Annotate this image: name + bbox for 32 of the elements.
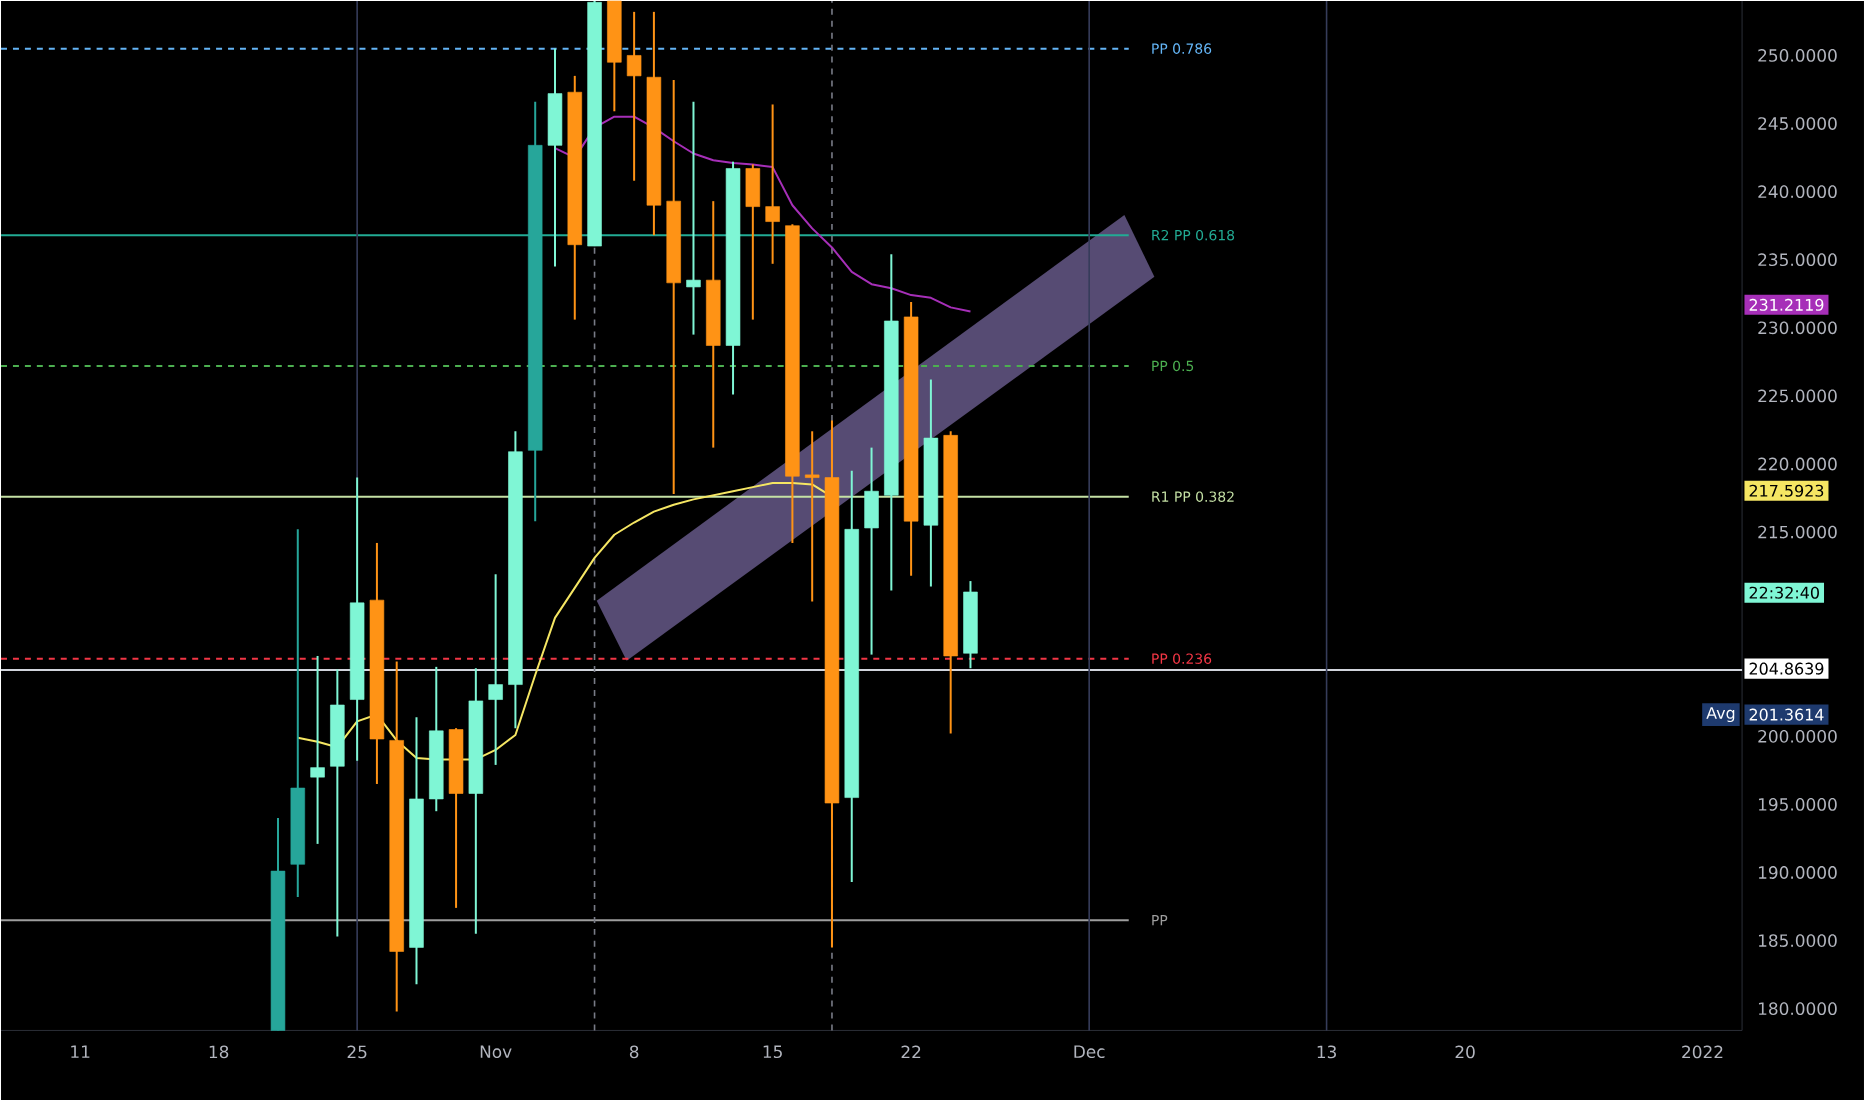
x-tick-label: 2022 (1682, 1045, 1723, 1059)
x-tick-label: 18 (209, 1045, 229, 1059)
x-tick-label: 25 (347, 1045, 367, 1059)
candlestick (686, 100, 701, 336)
candlestick (765, 103, 780, 265)
y-tick-label: 245.0000 (1758, 116, 1837, 130)
candlestick (488, 573, 503, 766)
candlestick (310, 654, 325, 845)
y-tick-label: 200.0000 (1758, 729, 1837, 743)
y-tick-label: 195.0000 (1758, 797, 1837, 811)
y-tick-label: 215.0000 (1758, 525, 1837, 539)
y-tick-label: 185.0000 (1758, 933, 1837, 947)
candlestick (745, 163, 761, 321)
x-tick-label: 15 (763, 1045, 782, 1058)
candlestick (626, 10, 642, 182)
y-tick-label: 240.0000 (1758, 185, 1837, 198)
y-tick-label: 250.0000 (1758, 48, 1837, 62)
x-tick-label: Dec (1074, 1045, 1105, 1058)
x-tick-label: 8 (629, 1045, 639, 1059)
x-tick-label: 20 (1455, 1045, 1475, 1059)
y-tick-label: 225.0000 (1758, 389, 1837, 403)
y-tick-label: 235.0000 (1758, 253, 1837, 266)
y-tick-label: 220.0000 (1758, 457, 1837, 471)
candlestick (864, 446, 879, 656)
y-tick-label: 230.0000 (1758, 321, 1837, 335)
x-tick-label: 22 (901, 1045, 921, 1058)
x-tick-label: Nov (480, 1045, 512, 1058)
y-tick-label: 190.0000 (1758, 865, 1837, 879)
candlestick (804, 430, 820, 603)
x-tick-label: 11 (71, 1045, 90, 1058)
y-tick-label: 180.0000 (1758, 1002, 1837, 1015)
x-tick-label: 13 (1317, 1045, 1336, 1059)
